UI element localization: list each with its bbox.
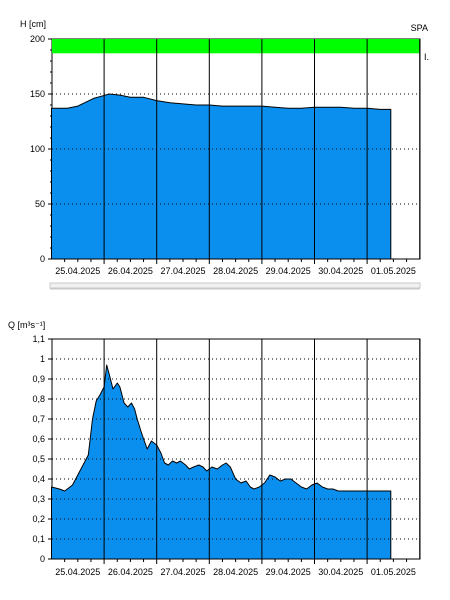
y-tick-label: 0,6 [32,434,45,444]
x-tick-label: 29.04.2025 [266,266,311,276]
y-tick-label: 1 [40,354,45,364]
discharge-chart: 0 0,1 0,2 0,3 0,4 0,5 0,6 0,7 0,8 0,9 1 1,1 25.04.20… [8,320,421,577]
y-tick-label: 0,5 [32,454,45,464]
y-tick-label: 0,7 [32,414,45,424]
y-tick-label: 0,9 [32,374,45,384]
water-level-chart: 0 50 100 150 200 25.04.2025 26.04.2025 27.04.20… [20,19,429,290]
y-tick-label: 0,2 [32,514,45,524]
x-tick-label: 28.04.2025 [213,567,258,577]
y-tick-label: 200 [30,34,45,44]
corner-mark: I. [424,52,429,62]
y-tick-label: 0,8 [32,394,45,404]
y-axis-label: Q [m³s⁻¹] [8,320,45,330]
x-tick-label: 30.04.2025 [318,567,363,577]
x-tick-label: 26.04.2025 [108,266,153,276]
y-tick-label: 100 [30,144,45,154]
x-tick-label: 30.04.2025 [318,266,363,276]
y-tick-label: 0 [40,554,45,564]
x-tick-label: 27.04.2025 [160,266,205,276]
y-tick-label: 0 [40,254,45,264]
y-tick-label: 50 [35,199,45,209]
x-tick-label: 25.04.2025 [55,266,100,276]
y-axis-label: H [cm] [20,19,46,29]
series-area [51,364,392,560]
range-strip [49,282,421,289]
x-tick-label: 28.04.2025 [213,266,258,276]
x-tick-label: 01.05.2025 [371,567,416,577]
y-tick-label: 1,1 [32,334,45,344]
x-tick-label: 29.04.2025 [266,567,311,577]
y-tick-label: 150 [30,89,45,99]
x-tick-label: 27.04.2025 [160,567,205,577]
series-area [51,93,392,260]
y-tick-label: 0,4 [32,474,45,484]
y-tick-label: 0,1 [32,534,45,544]
station-code: SPA [411,23,428,33]
x-tick-label: 01.05.2025 [371,266,416,276]
x-tick-label: 25.04.2025 [55,567,100,577]
y-tick-label: 0,3 [32,494,45,504]
x-tick-label: 26.04.2025 [108,567,153,577]
alarm-band [52,39,420,54]
